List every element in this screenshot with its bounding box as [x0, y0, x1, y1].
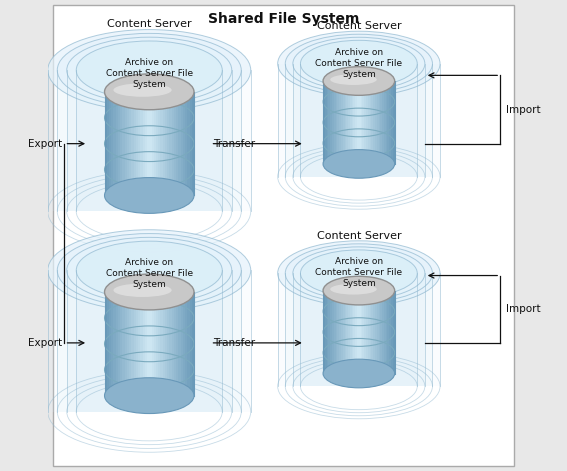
Text: Archive on
Content Server File
System: Archive on Content Server File System: [105, 58, 193, 89]
Ellipse shape: [48, 30, 251, 111]
Text: Shared File System: Shared File System: [208, 12, 359, 26]
Text: Content Server: Content Server: [107, 19, 192, 29]
Ellipse shape: [48, 230, 251, 311]
FancyBboxPatch shape: [53, 5, 514, 466]
Text: Content Server: Content Server: [316, 21, 401, 31]
Ellipse shape: [301, 250, 417, 297]
Ellipse shape: [293, 247, 425, 300]
Ellipse shape: [278, 241, 440, 306]
Ellipse shape: [76, 41, 222, 99]
Ellipse shape: [104, 274, 194, 310]
Ellipse shape: [57, 33, 241, 107]
Text: Import: Import: [506, 105, 540, 114]
Ellipse shape: [330, 74, 376, 85]
Ellipse shape: [285, 34, 433, 93]
Text: Import: Import: [506, 304, 540, 314]
Text: Content Server: Content Server: [316, 231, 401, 241]
Ellipse shape: [104, 378, 194, 414]
Ellipse shape: [104, 178, 194, 213]
Ellipse shape: [76, 241, 222, 300]
Ellipse shape: [67, 237, 232, 303]
Ellipse shape: [104, 74, 194, 110]
Ellipse shape: [285, 244, 433, 303]
Ellipse shape: [278, 31, 440, 96]
Ellipse shape: [301, 41, 417, 87]
Ellipse shape: [293, 37, 425, 90]
Ellipse shape: [113, 83, 172, 97]
Ellipse shape: [323, 67, 395, 95]
Ellipse shape: [323, 276, 395, 305]
Text: Archive on
Content Server File
System: Archive on Content Server File System: [315, 48, 403, 79]
Ellipse shape: [67, 37, 232, 103]
Text: Archive on
Content Server File
System: Archive on Content Server File System: [315, 257, 403, 288]
Text: Archive on
Content Server File
System: Archive on Content Server File System: [105, 258, 193, 289]
Text: Export: Export: [28, 138, 62, 149]
Ellipse shape: [323, 359, 395, 388]
Text: Export: Export: [28, 338, 62, 348]
Text: Transfer: Transfer: [213, 338, 255, 348]
Ellipse shape: [323, 150, 395, 178]
Ellipse shape: [57, 234, 241, 307]
Text: Transfer: Transfer: [213, 138, 255, 149]
Ellipse shape: [330, 284, 376, 294]
Ellipse shape: [113, 284, 172, 297]
